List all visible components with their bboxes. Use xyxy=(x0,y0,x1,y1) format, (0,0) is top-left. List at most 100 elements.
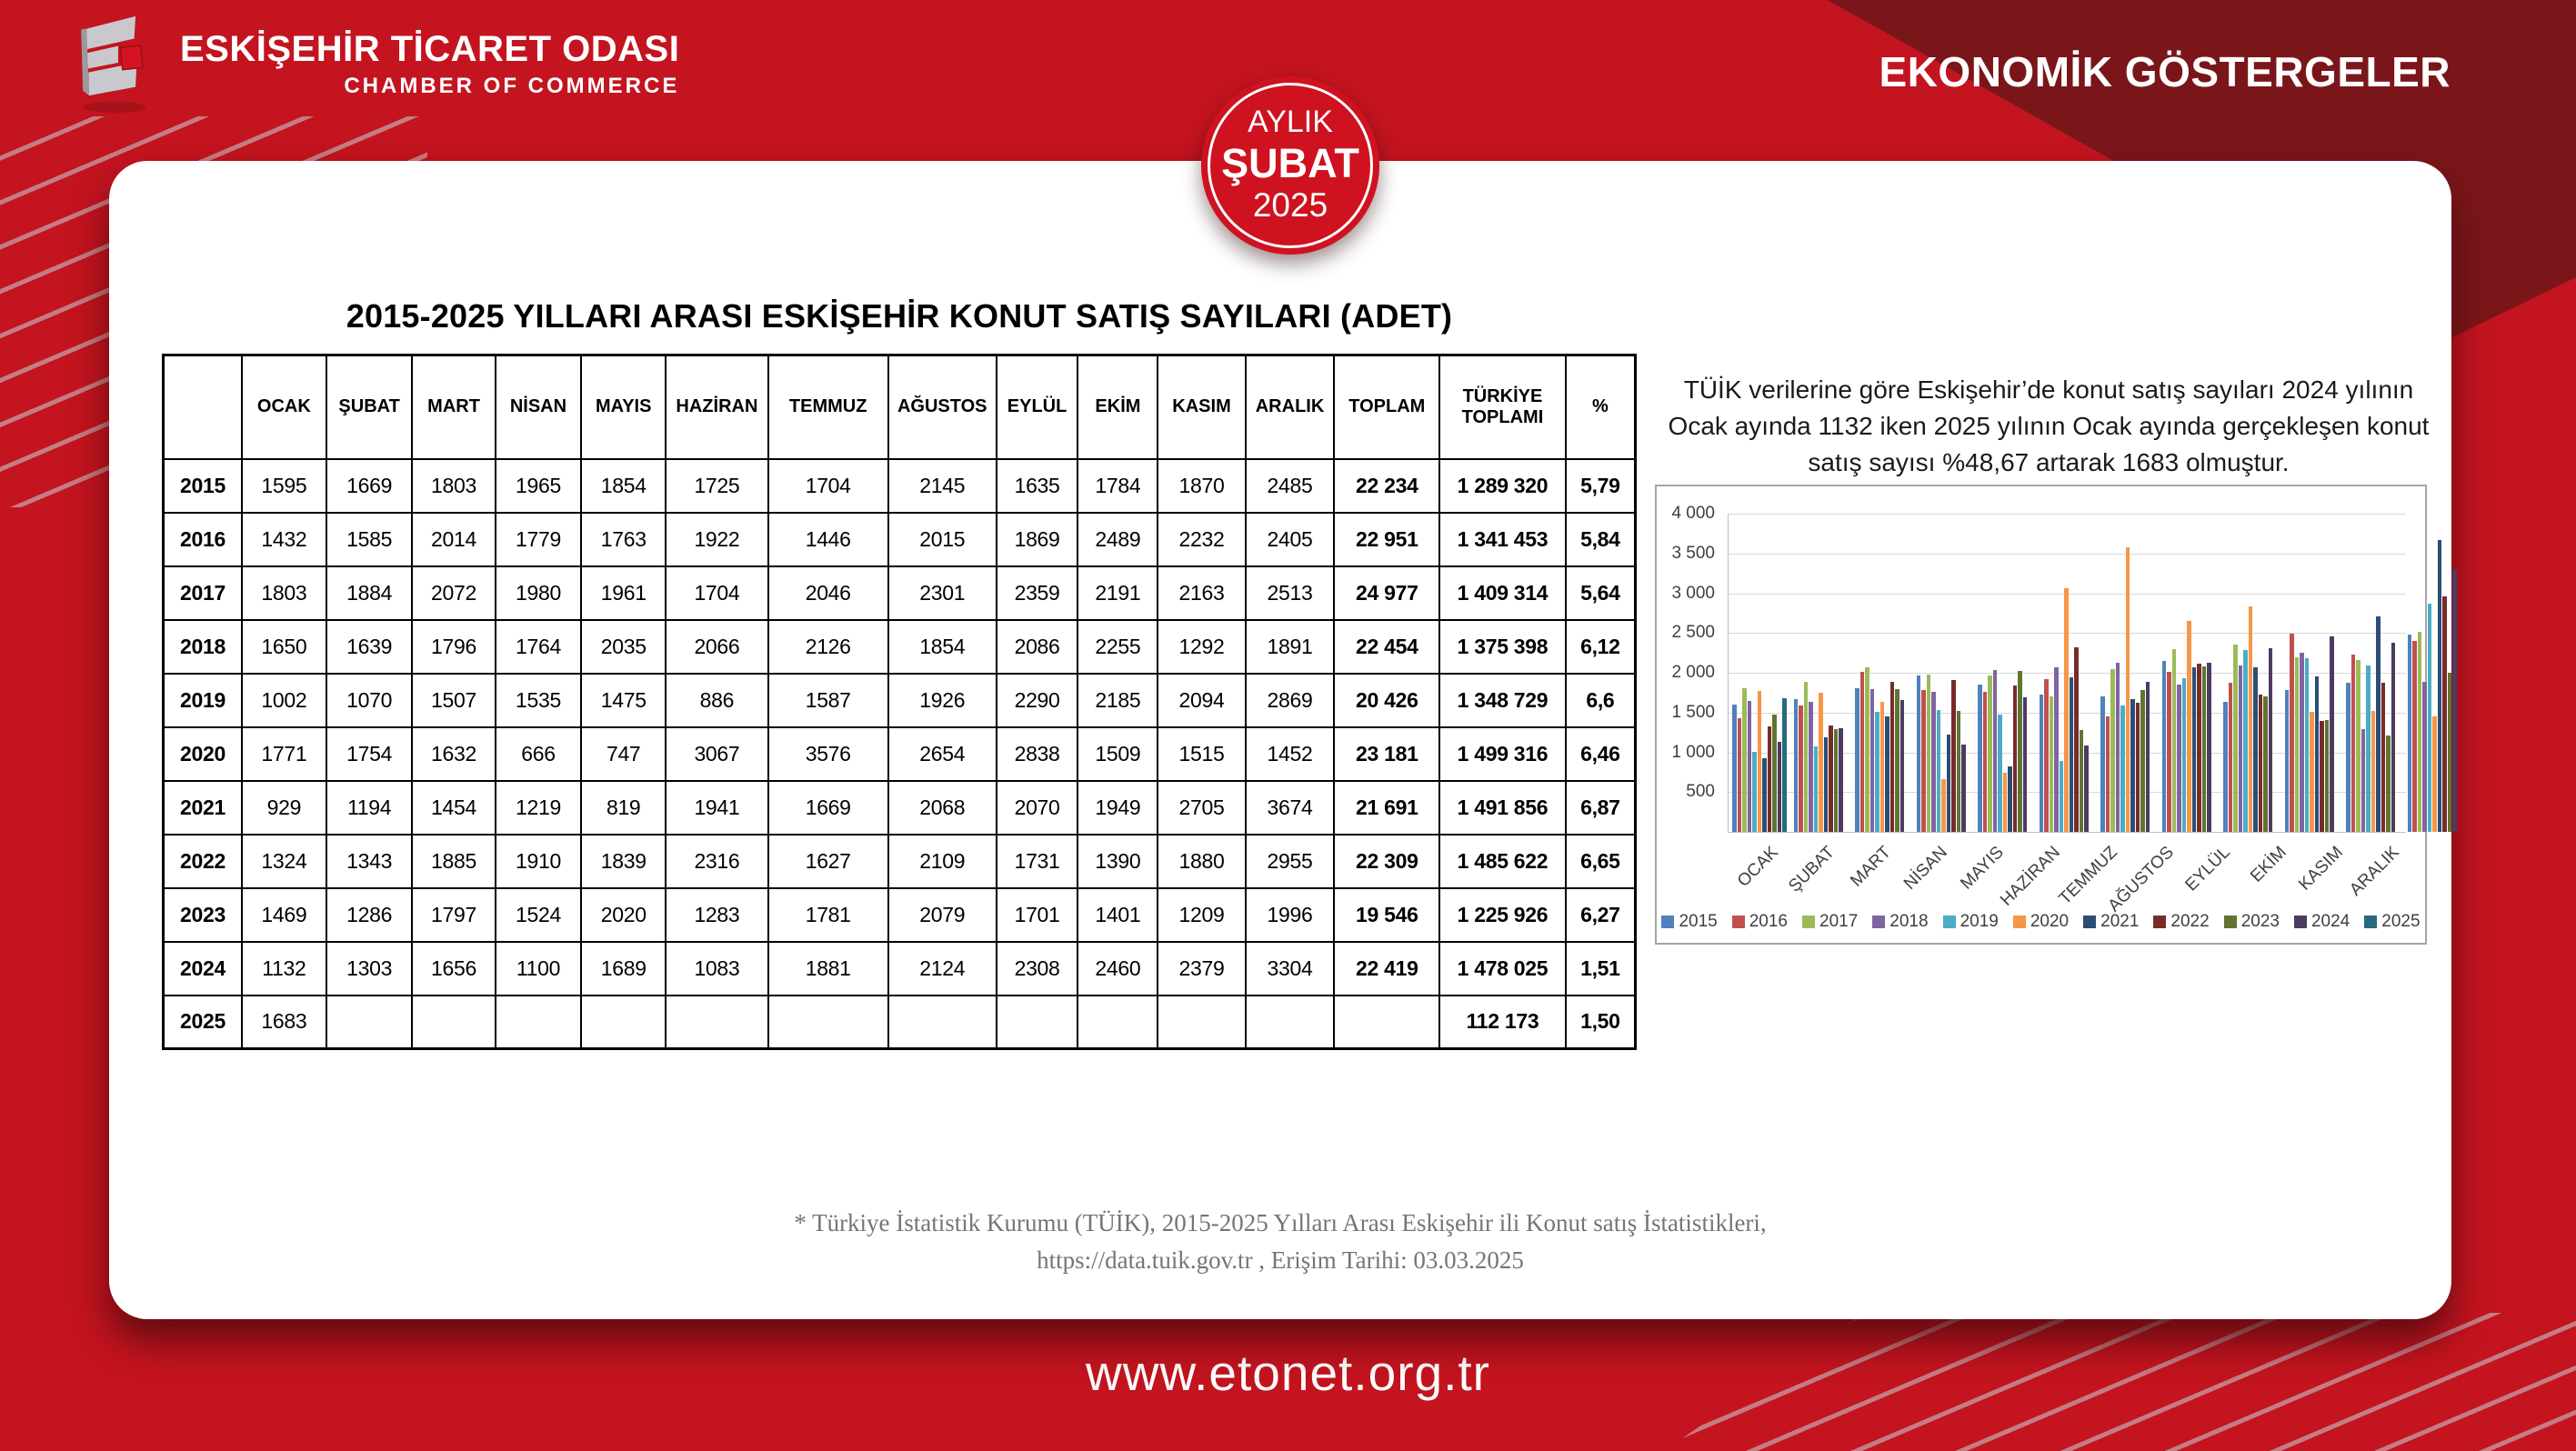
chart-bar-group xyxy=(2036,514,2098,832)
table-cell: 1763 xyxy=(580,511,667,567)
footnote-line1: * Türkiye İstatistik Kurumu (TÜİK), 2015… xyxy=(794,1209,1767,1236)
chart-bar-group xyxy=(1974,514,2036,832)
chart-x-tick-label: ŞUBAT xyxy=(1785,843,1839,896)
table-cell: 2185 xyxy=(1077,672,1159,728)
table-column-header: TEMMUZ xyxy=(767,354,889,460)
chart-bar xyxy=(2054,667,2059,832)
table-cell: 1587 xyxy=(767,672,889,728)
summary-text: TÜİK verilerine göre Eskişehir’de konut … xyxy=(1668,375,2430,476)
chart-bar xyxy=(1936,709,1940,832)
table-cell: 1343 xyxy=(325,833,414,889)
table-cell: 3304 xyxy=(1244,940,1336,996)
chart-bar xyxy=(1941,778,1946,832)
legend-label: 2024 xyxy=(2310,912,2350,931)
chart-bar xyxy=(2324,720,2329,832)
legend-label: 2018 xyxy=(1889,912,1929,931)
footnote-line2: https://data.tuik.gov.tr , Erişim Tarihi… xyxy=(1037,1246,1524,1274)
chart-x-tick-label: EYLÜL xyxy=(2181,843,2234,896)
table-cell: 2255 xyxy=(1077,618,1159,675)
table-cell xyxy=(665,994,769,1050)
chart-bar xyxy=(2130,698,2135,832)
chart-bar xyxy=(2437,539,2441,832)
chart-bar-group xyxy=(2342,514,2404,832)
table-cell: 1 375 398 xyxy=(1438,618,1567,675)
chart-bar xyxy=(2442,596,2447,832)
table-row: 2019 1002 1070 1507 1535 1475 886 1587 1926 2290 2… xyxy=(162,672,1637,728)
table-cell: 2301 xyxy=(887,565,997,621)
chart-bar xyxy=(2039,695,2043,832)
chart-bar xyxy=(1762,757,1767,832)
chart-bar xyxy=(2135,702,2140,832)
chart-bar xyxy=(1823,736,1828,832)
table-cell: 1401 xyxy=(1077,886,1159,943)
table-cell: 2079 xyxy=(887,886,997,943)
table-cell: 1132 xyxy=(240,940,327,996)
table-cell: 2513 xyxy=(1244,565,1336,621)
table-cell: 1764 xyxy=(494,618,583,675)
chart-y-tick-label: 1 000 xyxy=(1671,742,1715,762)
table-row: 2021 929 1194 1454 1219 819 1941 1669 2068 2070 19… xyxy=(162,779,1637,836)
table-cell: 2290 xyxy=(995,672,1079,728)
table-cell: 1669 xyxy=(767,779,889,836)
table-cell: 1669 xyxy=(325,457,414,514)
website-url: www.etonet.org.tr xyxy=(1086,1345,1490,1401)
table-cell: 1941 xyxy=(665,779,769,836)
table-cell: 1585 xyxy=(325,511,414,567)
table-row: 2016 1432 1585 2014 1779 1763 1922 1446 2015 1869… xyxy=(162,511,1637,567)
table-cell: 1656 xyxy=(411,940,496,996)
page-title: EKONOMİK GÖSTERGELER xyxy=(1879,48,2451,95)
table-column-header: MART xyxy=(411,354,496,460)
chart-bar xyxy=(2258,694,2262,832)
chart-bar-group xyxy=(1729,514,1790,832)
table-cell: 1627 xyxy=(767,833,889,889)
org-logo: ESKİŞEHİR TİCARET ODASI CHAMBER OF COMME… xyxy=(71,13,679,115)
chart-bar xyxy=(2310,711,2314,832)
table-cell: 6,65 xyxy=(1564,833,1637,889)
sales-table-wrap: OCAK ŞUBAT MART NİSAN MAYIS HAZİRAN TEMMUZ AĞUS… xyxy=(162,354,1637,1050)
legend-item: 2022 xyxy=(2153,912,2210,932)
sales-table: OCAK ŞUBAT MART NİSAN MAYIS HAZİRAN TEMMUZ AĞUS… xyxy=(162,354,1637,1050)
table-cell: 5,79 xyxy=(1564,457,1637,514)
chart-x-tick-label: EKİM xyxy=(2246,843,2290,886)
table-cell: 2046 xyxy=(767,565,889,621)
chart-x-tick-label: MART xyxy=(1847,843,1896,891)
legend-label: 2016 xyxy=(1749,912,1789,931)
table-cell: 1535 xyxy=(494,672,583,728)
chart-bar xyxy=(1737,717,1741,832)
chart-bar xyxy=(2140,690,2145,832)
chart-bar xyxy=(1998,714,2002,832)
table-cell: 3067 xyxy=(665,726,769,782)
table-row: 2024 1132 1303 1656 1100 1689 1083 1881 2124 2308… xyxy=(162,940,1637,996)
chart-bar xyxy=(1961,744,1966,832)
table-cell: 112 173 xyxy=(1438,994,1567,1050)
table-row: 2023 1469 1286 1797 1524 2020 1283 1781 2079 1701… xyxy=(162,886,1637,943)
chart-bar xyxy=(2290,634,2294,832)
chart-bar xyxy=(1819,692,1823,832)
table-cell: 2094 xyxy=(1157,672,1247,728)
table-cell: 1891 xyxy=(1244,618,1336,675)
legend-label: 2025 xyxy=(2381,912,2421,931)
chart-bar xyxy=(2177,684,2181,832)
table-row: 2018 1650 1639 1796 1764 2035 2066 2126 1854 2086… xyxy=(162,618,1637,675)
table-cell: 2018 xyxy=(162,618,243,675)
chart-bar xyxy=(1899,700,1904,832)
table-cell: 23 181 xyxy=(1333,726,1441,782)
table-column-header: TÜRKİYE TOPLAMI xyxy=(1438,354,1567,460)
table-cell: 1595 xyxy=(240,457,327,514)
table-cell: 1100 xyxy=(494,940,583,996)
chart-bar xyxy=(2356,659,2360,832)
legend-swatch xyxy=(1731,916,1745,928)
chart-bar xyxy=(2366,665,2371,832)
legend-item: 2021 xyxy=(2083,912,2139,932)
table-cell: 2316 xyxy=(665,833,769,889)
table-cell: 1926 xyxy=(887,672,997,728)
table-cell: 1870 xyxy=(1157,457,1247,514)
table-cell: 1910 xyxy=(494,833,583,889)
chart-bar xyxy=(2417,632,2421,832)
legend-label: 2023 xyxy=(2240,912,2280,931)
table-column-header: TOPLAM xyxy=(1333,354,1441,460)
table-cell: 1797 xyxy=(411,886,496,943)
chart-bar xyxy=(2167,671,2171,832)
table-cell: 3674 xyxy=(1244,779,1336,836)
content-card: 2015-2025 YILLARI ARASI ESKİŞEHİR KONUT … xyxy=(109,161,2457,1319)
